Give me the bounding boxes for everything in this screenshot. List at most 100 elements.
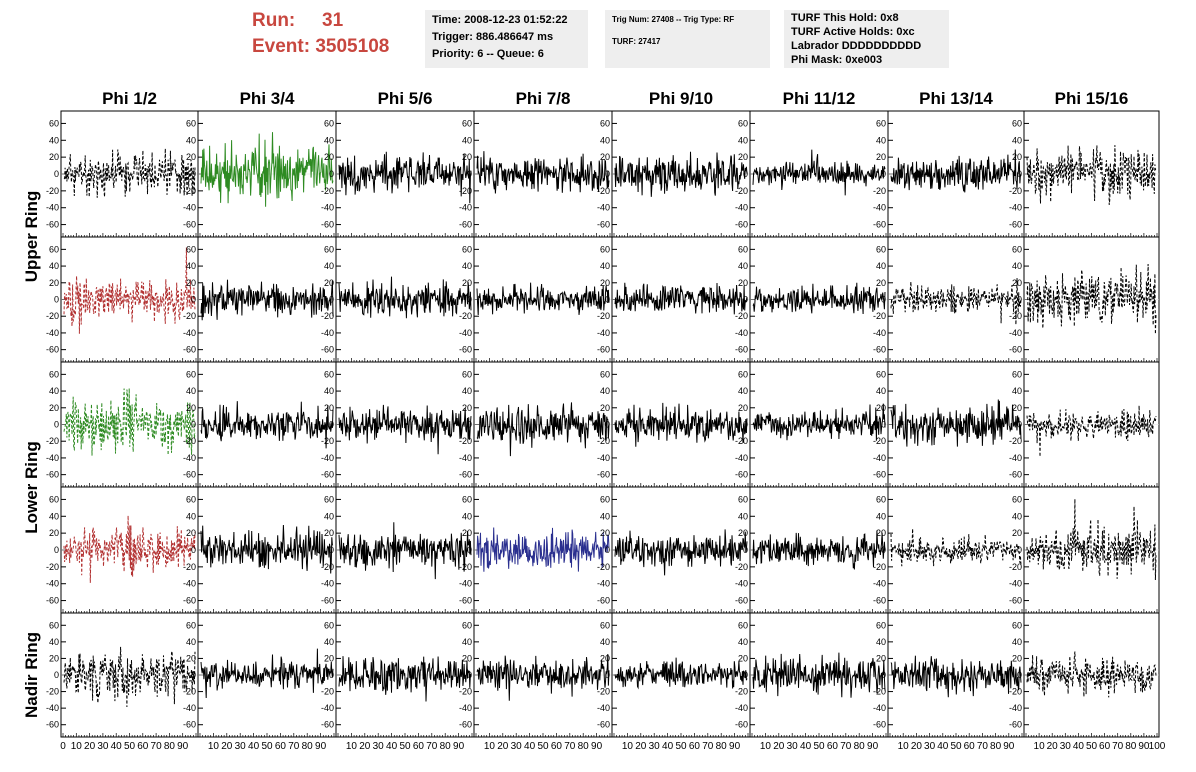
y-tick-label: 60	[738, 494, 748, 504]
x-tick-label: 0	[60, 741, 66, 752]
y-tick-label: 0	[54, 295, 59, 305]
y-tick-label: 40	[49, 637, 59, 647]
y-tick-label: 0	[1017, 545, 1022, 555]
y-tick-label: 0	[54, 420, 59, 430]
waveform-trace	[338, 404, 472, 455]
y-tick-label: 0	[881, 169, 886, 179]
y-tick-label: 0	[329, 545, 334, 555]
waveform-trace	[200, 132, 334, 207]
y-tick-label: 20	[186, 278, 196, 288]
y-tick-label: 0	[467, 420, 472, 430]
y-tick-label: 40	[1012, 637, 1022, 647]
waveform-trace	[200, 648, 334, 699]
waveform-trace	[1026, 651, 1157, 698]
y-tick-label: -40	[321, 203, 334, 213]
y-tick-label: 60	[186, 494, 196, 504]
x-tick-label: 10	[898, 741, 910, 752]
ring-row-label: Lower Ring	[22, 441, 41, 534]
y-tick-label: 40	[738, 386, 748, 396]
y-tick-label: -40	[1009, 579, 1022, 589]
y-tick-label: -60	[873, 220, 886, 230]
time-info-box: Time: 2008-12-23 01:52:22 Trigger: 886.4…	[425, 10, 588, 68]
y-tick-label: -60	[46, 720, 59, 730]
y-tick-label: -20	[735, 687, 748, 697]
x-tick-label: 90	[591, 741, 603, 752]
y-tick-label: 60	[1012, 369, 1022, 379]
time-line: Time: 2008-12-23 01:52:22	[432, 14, 568, 26]
phi-column-header: Phi 13/14	[919, 89, 993, 108]
y-tick-label: -20	[46, 186, 59, 196]
y-tick-label: -20	[46, 436, 59, 446]
waveform-trace	[1026, 498, 1157, 581]
y-tick-label: 20	[462, 528, 472, 538]
x-tick-label: 80	[716, 741, 728, 752]
x-tick-label: 50	[399, 741, 411, 752]
y-tick-label: -60	[1009, 220, 1022, 230]
y-tick-label: 20	[1012, 653, 1022, 663]
y-tick-label: -60	[873, 470, 886, 480]
x-tick-label: 80	[990, 741, 1002, 752]
phi-column-header: Phi 11/12	[783, 89, 856, 108]
waveform-trace	[890, 149, 1022, 193]
waveform-trace	[614, 529, 748, 576]
y-tick-label: 20	[49, 653, 59, 663]
y-tick-label: -40	[873, 453, 886, 463]
y-tick-label: 20	[738, 528, 748, 538]
y-tick-label: -40	[46, 453, 59, 463]
y-tick-label: 0	[605, 169, 610, 179]
y-tick-label: -60	[597, 596, 610, 606]
y-tick-label: -40	[183, 453, 196, 463]
y-tick-label: 40	[1012, 511, 1022, 521]
y-tick-label: -60	[459, 470, 472, 480]
y-tick-label: -60	[735, 470, 748, 480]
y-tick-label: 0	[1017, 169, 1022, 179]
y-tick-label: 0	[605, 545, 610, 555]
y-tick-label: 40	[600, 386, 610, 396]
y-tick-label: -40	[597, 703, 610, 713]
y-tick-label: 20	[324, 653, 334, 663]
y-tick-label: 40	[49, 261, 59, 271]
y-tick-label: 60	[1012, 620, 1022, 630]
x-tick-label: 80	[440, 741, 452, 752]
x-tick-label: 30	[649, 741, 661, 752]
y-tick-label: 20	[1012, 528, 1022, 538]
y-tick-label: 20	[186, 528, 196, 538]
x-tick-label: 50	[537, 741, 549, 752]
y-tick-label: -40	[873, 328, 886, 338]
y-tick-label: 40	[49, 135, 59, 145]
waveform-trace	[338, 276, 472, 319]
y-tick-label: -20	[183, 311, 196, 321]
y-tick-label: 40	[49, 386, 59, 396]
y-tick-label: 40	[186, 637, 196, 647]
y-tick-label: -20	[1009, 186, 1022, 196]
waveform-trace	[890, 655, 1022, 698]
y-tick-label: -60	[1009, 596, 1022, 606]
y-tick-label: 20	[876, 653, 886, 663]
x-tick-label: 10	[484, 741, 496, 752]
turf-this-hold-line: TURF This Hold: 0x8	[791, 12, 899, 24]
x-tick-label: 60	[1099, 741, 1111, 752]
y-tick-label: -60	[459, 345, 472, 355]
x-tick-label: 40	[248, 741, 260, 752]
y-tick-label: -20	[873, 436, 886, 446]
y-tick-label: 60	[600, 494, 610, 504]
y-tick-label: 20	[600, 528, 610, 538]
y-tick-label: -40	[735, 328, 748, 338]
waveform-trace	[63, 247, 196, 334]
x-tick-label: 20	[221, 741, 233, 752]
y-tick-label: 40	[462, 637, 472, 647]
y-tick-label: 20	[186, 152, 196, 162]
y-tick-label: -60	[735, 720, 748, 730]
y-tick-label: -40	[459, 703, 472, 713]
x-tick-label: 50	[675, 741, 687, 752]
y-tick-label: 60	[738, 244, 748, 254]
y-tick-label: 40	[462, 261, 472, 271]
y-tick-label: -60	[873, 345, 886, 355]
ring-row-label: Upper Ring	[22, 191, 41, 283]
x-tick-label: 70	[1112, 741, 1124, 752]
y-tick-label: 60	[738, 620, 748, 630]
x-tick-label: 90	[1138, 741, 1150, 752]
y-tick-label: -40	[735, 703, 748, 713]
y-tick-label: 0	[605, 670, 610, 680]
